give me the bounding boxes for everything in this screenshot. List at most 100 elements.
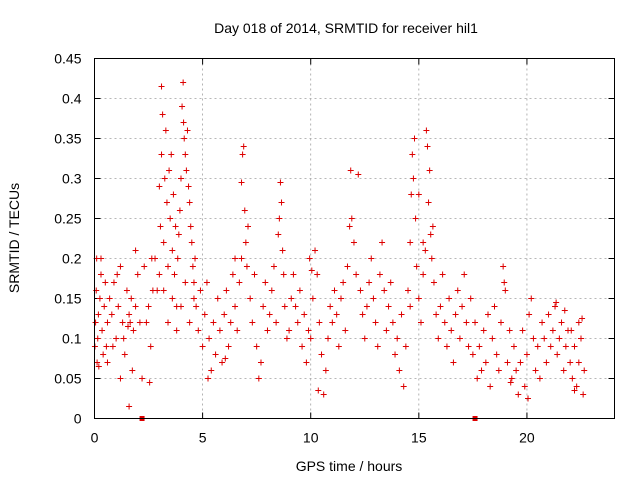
data-point: [173, 327, 180, 334]
data-point: [513, 367, 520, 374]
data-point: [97, 271, 104, 278]
data-point: [288, 295, 295, 302]
data-point: [253, 343, 260, 350]
data-point: [260, 303, 267, 310]
data-point: [493, 351, 500, 358]
data-point: [216, 327, 223, 334]
data-point: [203, 279, 210, 286]
data-point: [443, 343, 450, 350]
data-point: [523, 351, 530, 358]
x-tick-label: 0: [91, 430, 99, 446]
data-point: [147, 343, 154, 350]
data-point: [472, 319, 479, 326]
data-point: [507, 379, 514, 386]
data-point: [132, 247, 139, 254]
data-point: [139, 375, 146, 382]
data-point: [277, 179, 284, 186]
data-point: [187, 223, 194, 230]
x-axis-label: GPS time / hours: [296, 458, 403, 474]
y-tick-label: 0.1: [62, 331, 82, 347]
data-point: [157, 223, 164, 230]
data-point: [387, 279, 394, 286]
data-point: [423, 127, 430, 134]
data-point: [422, 247, 429, 254]
data-point: [429, 223, 436, 230]
data-point: [489, 335, 496, 342]
data-point: [158, 83, 165, 90]
data-point: [94, 359, 101, 366]
data-point: [129, 367, 136, 374]
data-point: [242, 239, 249, 246]
data-point: [159, 111, 166, 118]
data-point: [165, 263, 172, 270]
data-point: [210, 319, 217, 326]
data-point: [318, 351, 325, 358]
data-point: [526, 311, 533, 318]
data-point: [571, 387, 578, 394]
data-point: [350, 239, 357, 246]
data-point: [435, 335, 442, 342]
data-point: [280, 271, 287, 278]
data-point: [174, 255, 181, 262]
data-point: [456, 335, 463, 342]
data-point: [219, 359, 226, 366]
data-point: [206, 335, 213, 342]
data-point: [239, 151, 246, 158]
data-point: [344, 263, 351, 270]
data-point: [247, 295, 254, 302]
data-point: [381, 287, 388, 294]
data-point: [467, 295, 474, 302]
data-point: [190, 295, 197, 302]
data-point: [556, 335, 563, 342]
data-point: [379, 239, 386, 246]
data-point: [553, 299, 560, 306]
data-point: [136, 319, 143, 326]
data-point: [303, 359, 310, 366]
data-point: [182, 279, 189, 286]
data-point: [567, 359, 574, 366]
data-point: [305, 327, 312, 334]
data-point: [400, 383, 407, 390]
data-point: [262, 279, 269, 286]
data-point: [532, 367, 539, 374]
data-point: [370, 295, 377, 302]
y-tick-label: 0.3: [62, 171, 82, 187]
data-point: [108, 311, 115, 318]
data-point: [543, 359, 550, 366]
data-point: [417, 319, 424, 326]
data-point: [474, 375, 481, 382]
data-point: [214, 295, 221, 302]
data-point: [167, 215, 174, 222]
data-point: [504, 359, 511, 366]
data-point: [130, 327, 137, 334]
axis-ticks: [94, 58, 615, 419]
data-point: [294, 319, 301, 326]
data-point: [502, 287, 509, 294]
data-point: [126, 311, 133, 318]
data-point: [554, 351, 561, 358]
data-point: [161, 175, 168, 182]
data-point: [357, 287, 364, 294]
data-point: [177, 303, 184, 310]
data-point: [482, 359, 489, 366]
data-point: [500, 263, 507, 270]
data-point: [314, 271, 321, 278]
plot-frame: [94, 58, 615, 419]
data-point: [480, 327, 487, 334]
data-point: [227, 319, 234, 326]
data-point: [307, 335, 314, 342]
data-point: [374, 343, 381, 350]
chart-title: Day 018 of 2014, SRMTID for receiver hil…: [214, 20, 478, 36]
data-point: [549, 327, 556, 334]
data-point: [448, 327, 455, 334]
data-point: [359, 311, 366, 318]
data-point: [465, 343, 472, 350]
data-point: [320, 391, 327, 398]
data-point: [175, 231, 182, 238]
data-point: [389, 319, 396, 326]
y-tick-label: 0.35: [54, 131, 81, 147]
data-point: [264, 327, 271, 334]
data-point: [166, 167, 173, 174]
data-point: [109, 343, 116, 350]
data-point: [363, 303, 370, 310]
